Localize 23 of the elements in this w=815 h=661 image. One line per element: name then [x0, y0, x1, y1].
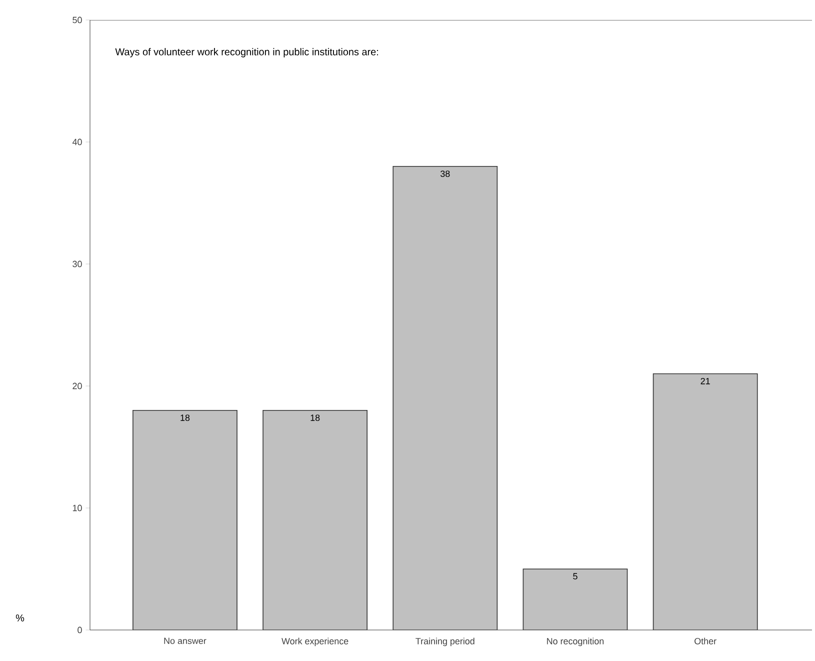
y-tick-label: 20 [72, 382, 82, 390]
y-tick-label: 50 [72, 16, 82, 24]
bar [392, 166, 498, 630]
data-label: 38 [440, 170, 450, 177]
x-tick-label: No recognition [547, 638, 604, 646]
bar [132, 410, 238, 630]
y-axis-title: % [16, 614, 24, 622]
data-label: 18 [310, 414, 320, 421]
data-label: 18 [180, 414, 190, 421]
x-tick-label: No answer [164, 638, 206, 644]
text: Ways of volunteer work recognition in public institutions are: [115, 48, 378, 58]
y-tick-label: 0 [78, 626, 82, 634]
bar [522, 568, 628, 630]
data-label: 21 [700, 378, 710, 384]
data-label: 5 [573, 573, 578, 580]
x-tick-label: Training period [416, 638, 474, 646]
bar [262, 410, 368, 630]
bar [652, 373, 758, 630]
x-tick-label: Work experience [282, 638, 348, 646]
x-tick-label: Other [694, 638, 716, 644]
y-tick-label: 30 [72, 260, 82, 268]
y-tick-label: 10 [72, 504, 82, 512]
y-tick-label: 40 [72, 138, 82, 146]
